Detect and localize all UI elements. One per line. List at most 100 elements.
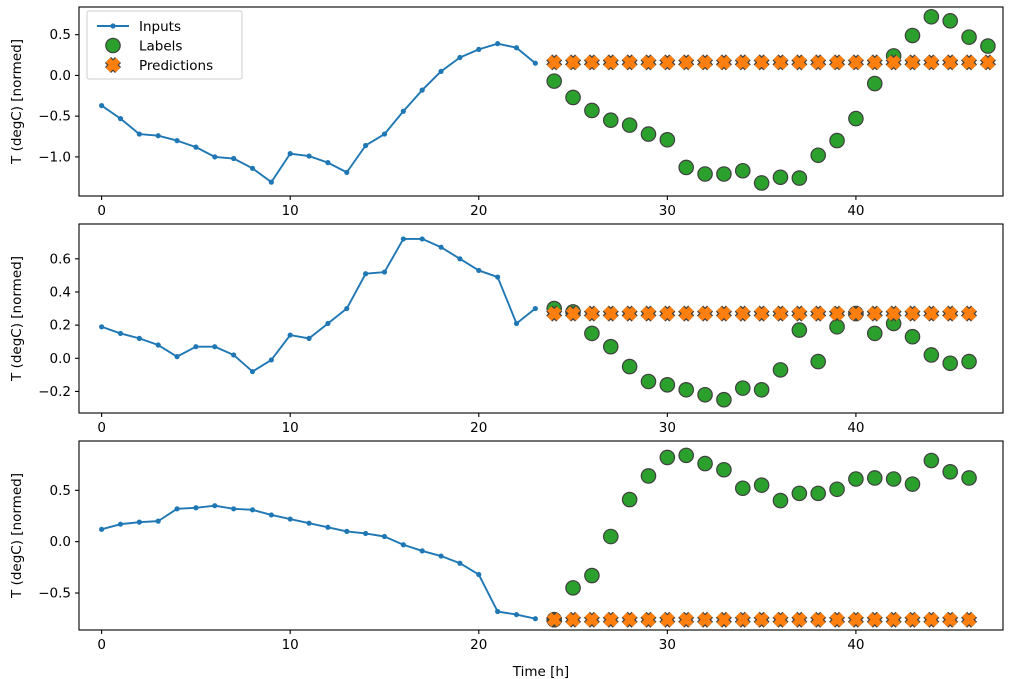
y-tick-label: 0.0 bbox=[50, 534, 71, 550]
series-labels-point bbox=[678, 447, 694, 464]
series-inputs-point bbox=[495, 274, 501, 280]
x-cross-icon bbox=[792, 612, 807, 627]
series-predictions-point bbox=[678, 305, 695, 322]
y-axis-label: T (degC) [normed] bbox=[9, 256, 25, 382]
series-predictions-point bbox=[923, 305, 940, 322]
series-predictions-point bbox=[923, 611, 940, 628]
x-cross-icon bbox=[641, 55, 656, 70]
series-inputs-point bbox=[231, 352, 237, 358]
y-tick-label: 0.4 bbox=[50, 284, 71, 300]
series-inputs-point bbox=[117, 116, 124, 122]
series-inputs-point bbox=[495, 41, 501, 47]
x-cross-icon bbox=[867, 55, 882, 70]
series-predictions-point bbox=[583, 611, 600, 628]
x-cross-icon bbox=[584, 612, 600, 627]
series-labels-point bbox=[602, 338, 619, 355]
x-cross-icon bbox=[603, 612, 618, 627]
series-inputs-point bbox=[306, 520, 312, 526]
series-labels-point bbox=[848, 471, 864, 487]
x-tick-label: 40 bbox=[847, 420, 864, 436]
series-predictions-point bbox=[602, 611, 619, 628]
series-predictions-point bbox=[602, 305, 619, 322]
legend-entry-inputs[interactable]: Inputs bbox=[97, 19, 181, 35]
series-predictions-point bbox=[923, 54, 940, 71]
series-labels-point bbox=[584, 567, 600, 584]
x-tick-label: 10 bbox=[282, 420, 299, 436]
x-cross-icon bbox=[905, 55, 920, 70]
series-inputs-point bbox=[363, 142, 369, 149]
series-labels-point bbox=[848, 110, 864, 127]
x-cross-icon bbox=[641, 306, 656, 321]
y-tick-label: 0.2 bbox=[50, 318, 71, 334]
x-cross-icon bbox=[961, 306, 977, 321]
series-labels-point bbox=[810, 485, 826, 502]
y-tick-label: 0.0 bbox=[50, 68, 71, 84]
legend-entry-labels[interactable]: Labels bbox=[105, 37, 183, 55]
y-tick-label: 0.0 bbox=[50, 351, 71, 367]
x-cross-icon bbox=[943, 306, 958, 321]
series-inputs-point bbox=[476, 571, 482, 578]
series-labels-point bbox=[716, 461, 732, 478]
series-inputs-point bbox=[325, 320, 331, 327]
legend-label-labels: Labels bbox=[139, 39, 182, 55]
series-predictions-point bbox=[961, 305, 978, 322]
series-labels-point bbox=[753, 175, 770, 191]
x-axis-label: Time [h] bbox=[512, 664, 569, 679]
x-cross-icon bbox=[622, 306, 637, 321]
series-predictions-point bbox=[885, 611, 902, 628]
x-cross-icon bbox=[716, 55, 732, 70]
series-labels-point bbox=[810, 353, 826, 370]
x-cross-icon bbox=[735, 612, 750, 627]
x-cross-icon bbox=[943, 55, 958, 70]
x-cross-icon bbox=[886, 55, 901, 70]
series-predictions-point bbox=[829, 54, 846, 71]
series-predictions-point bbox=[602, 54, 619, 71]
series-predictions-point bbox=[942, 611, 959, 628]
series-labels-point bbox=[753, 381, 770, 398]
x-cross-icon bbox=[735, 55, 750, 70]
series-inputs-point bbox=[174, 506, 180, 512]
series-inputs-point bbox=[268, 512, 274, 518]
series-predictions-point bbox=[678, 611, 695, 628]
x-cross-icon bbox=[716, 612, 732, 627]
series-inputs-point bbox=[306, 153, 312, 159]
series-inputs-point bbox=[212, 503, 218, 509]
series-inputs-point bbox=[117, 521, 124, 527]
x-cross-icon bbox=[924, 55, 939, 70]
predictions-x-icon bbox=[105, 57, 121, 73]
x-cross-icon bbox=[848, 612, 864, 627]
x-cross-icon bbox=[961, 55, 977, 70]
series-inputs-point bbox=[193, 144, 199, 150]
x-cross-icon bbox=[584, 306, 600, 321]
series-predictions-point bbox=[640, 54, 657, 71]
x-cross-icon bbox=[980, 55, 996, 70]
series-labels-point bbox=[678, 381, 694, 398]
series-predictions-point bbox=[904, 54, 921, 71]
series-predictions-point bbox=[885, 54, 902, 71]
series-predictions-point bbox=[866, 611, 883, 628]
series-labels-point bbox=[659, 131, 676, 148]
panel-3-frame bbox=[78, 440, 1004, 631]
series-labels-point bbox=[659, 377, 676, 393]
x-cross-icon bbox=[792, 306, 807, 321]
x-cross-icon bbox=[603, 306, 618, 321]
y-tick-label: −0.5 bbox=[38, 109, 71, 125]
legend-box bbox=[86, 10, 243, 80]
series-labels-point bbox=[829, 481, 845, 498]
series-inputs-point bbox=[532, 60, 538, 66]
series-labels-point bbox=[546, 73, 562, 89]
series-inputs-point bbox=[476, 267, 482, 274]
x-cross-icon bbox=[697, 612, 713, 627]
series-inputs-point bbox=[344, 169, 350, 175]
series-predictions-point bbox=[961, 611, 978, 628]
x-cross-icon bbox=[547, 55, 562, 70]
x-cross-icon bbox=[829, 306, 845, 321]
legend-entry-predictions[interactable]: Predictions bbox=[104, 56, 213, 74]
series-predictions-point bbox=[847, 305, 864, 322]
series-inputs-point bbox=[136, 519, 142, 525]
y-axis-label: T (degC) [normed] bbox=[9, 473, 25, 599]
series-labels-point bbox=[866, 470, 883, 486]
x-tick-label: 40 bbox=[847, 203, 864, 219]
x-cross-icon bbox=[829, 612, 845, 627]
series-labels-point bbox=[678, 159, 694, 176]
